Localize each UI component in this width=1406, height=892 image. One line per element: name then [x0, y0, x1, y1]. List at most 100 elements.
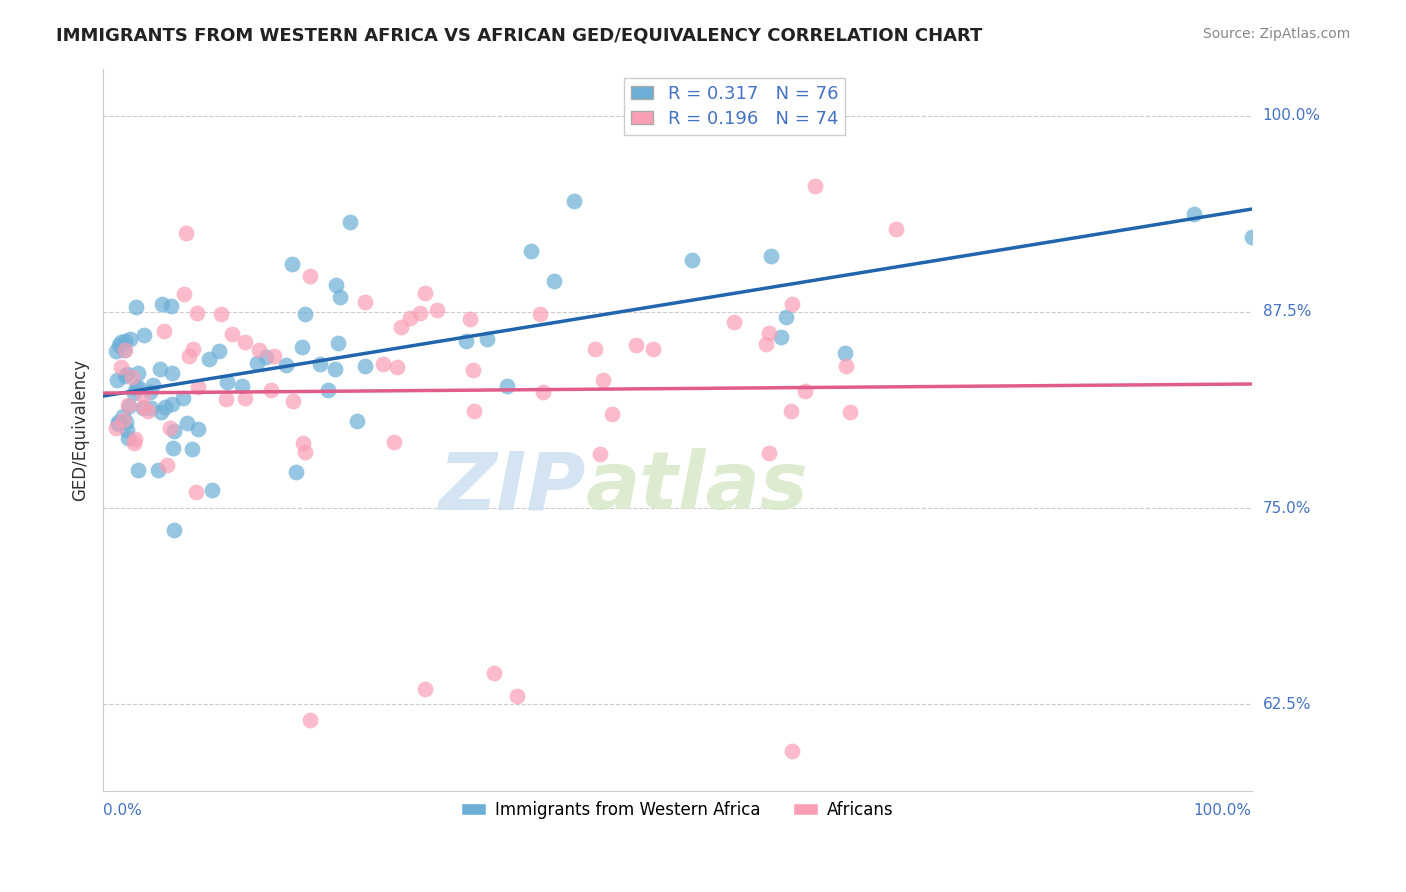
Point	[114, 369, 136, 384]
Point	[173, 287, 195, 301]
Point	[127, 463, 149, 477]
Point	[884, 222, 907, 236]
Text: atlas: atlas	[585, 449, 808, 526]
Point	[382, 435, 405, 450]
Point	[325, 278, 347, 293]
Point	[281, 393, 304, 408]
Point	[115, 415, 138, 429]
Point	[505, 690, 527, 704]
Legend: Immigrants from Western Africa, Africans: Immigrants from Western Africa, Africans	[454, 794, 900, 826]
Point	[247, 343, 270, 358]
Point	[326, 336, 349, 351]
Point	[111, 413, 134, 427]
Point	[127, 366, 149, 380]
Point	[104, 420, 127, 434]
Point	[118, 332, 141, 346]
Point	[233, 334, 256, 349]
Point	[835, 359, 858, 373]
Text: 87.5%: 87.5%	[1263, 304, 1310, 319]
Point	[353, 359, 375, 373]
Point	[298, 268, 321, 283]
Point	[110, 360, 132, 375]
Point	[291, 340, 314, 354]
Point	[150, 297, 173, 311]
Point	[184, 485, 207, 500]
Point	[111, 409, 134, 424]
Point	[146, 462, 169, 476]
Point	[153, 400, 176, 414]
Point	[159, 421, 181, 435]
Point	[755, 336, 778, 351]
Point	[529, 307, 551, 321]
Point	[292, 435, 315, 450]
Point	[589, 447, 612, 461]
Point	[794, 384, 817, 398]
Point	[132, 388, 155, 402]
Point	[136, 404, 159, 418]
Point	[371, 357, 394, 371]
Point	[117, 431, 139, 445]
Point	[121, 370, 143, 384]
Point	[254, 350, 277, 364]
Point	[329, 289, 352, 303]
Point	[298, 713, 321, 727]
Point	[562, 194, 585, 208]
Point	[770, 330, 793, 344]
Point	[105, 373, 128, 387]
Point	[838, 405, 860, 419]
Point	[107, 415, 129, 429]
Point	[775, 310, 797, 325]
Point	[163, 424, 186, 438]
Point	[780, 297, 803, 311]
Point	[294, 445, 316, 459]
Text: Source: ZipAtlas.com: Source: ZipAtlas.com	[1202, 27, 1350, 41]
Point	[284, 465, 307, 479]
Point	[758, 446, 780, 460]
Point	[107, 417, 129, 432]
Point	[385, 360, 408, 375]
Point	[834, 346, 856, 360]
Point	[723, 316, 745, 330]
Point	[231, 378, 253, 392]
Point	[531, 384, 554, 399]
Point	[274, 358, 297, 372]
Point	[125, 300, 148, 314]
Point	[398, 311, 420, 326]
Point	[681, 253, 703, 268]
Point	[323, 362, 346, 376]
Point	[413, 286, 436, 301]
Point	[104, 344, 127, 359]
Point	[198, 351, 221, 366]
Point	[132, 401, 155, 415]
Point	[160, 299, 183, 313]
Point	[409, 306, 432, 320]
Point	[153, 324, 176, 338]
Point	[309, 357, 332, 371]
Point	[600, 407, 623, 421]
Point	[112, 343, 135, 357]
Point	[592, 373, 614, 387]
Point	[174, 226, 197, 240]
Point	[160, 366, 183, 380]
Text: 75.0%: 75.0%	[1263, 500, 1310, 516]
Point	[187, 422, 209, 436]
Point	[583, 342, 606, 356]
Point	[463, 404, 485, 418]
Point	[117, 398, 139, 412]
Point	[482, 665, 505, 680]
Point	[149, 405, 172, 419]
Point	[181, 442, 204, 457]
Point	[177, 349, 200, 363]
Point	[281, 257, 304, 271]
Point	[780, 744, 803, 758]
Point	[463, 363, 485, 377]
Point	[172, 391, 194, 405]
Point	[221, 327, 243, 342]
Point	[475, 332, 498, 346]
Point	[339, 215, 361, 229]
Point	[117, 368, 139, 382]
Point	[127, 380, 149, 394]
Point	[208, 343, 231, 358]
Point	[142, 378, 165, 392]
Point	[804, 179, 827, 194]
